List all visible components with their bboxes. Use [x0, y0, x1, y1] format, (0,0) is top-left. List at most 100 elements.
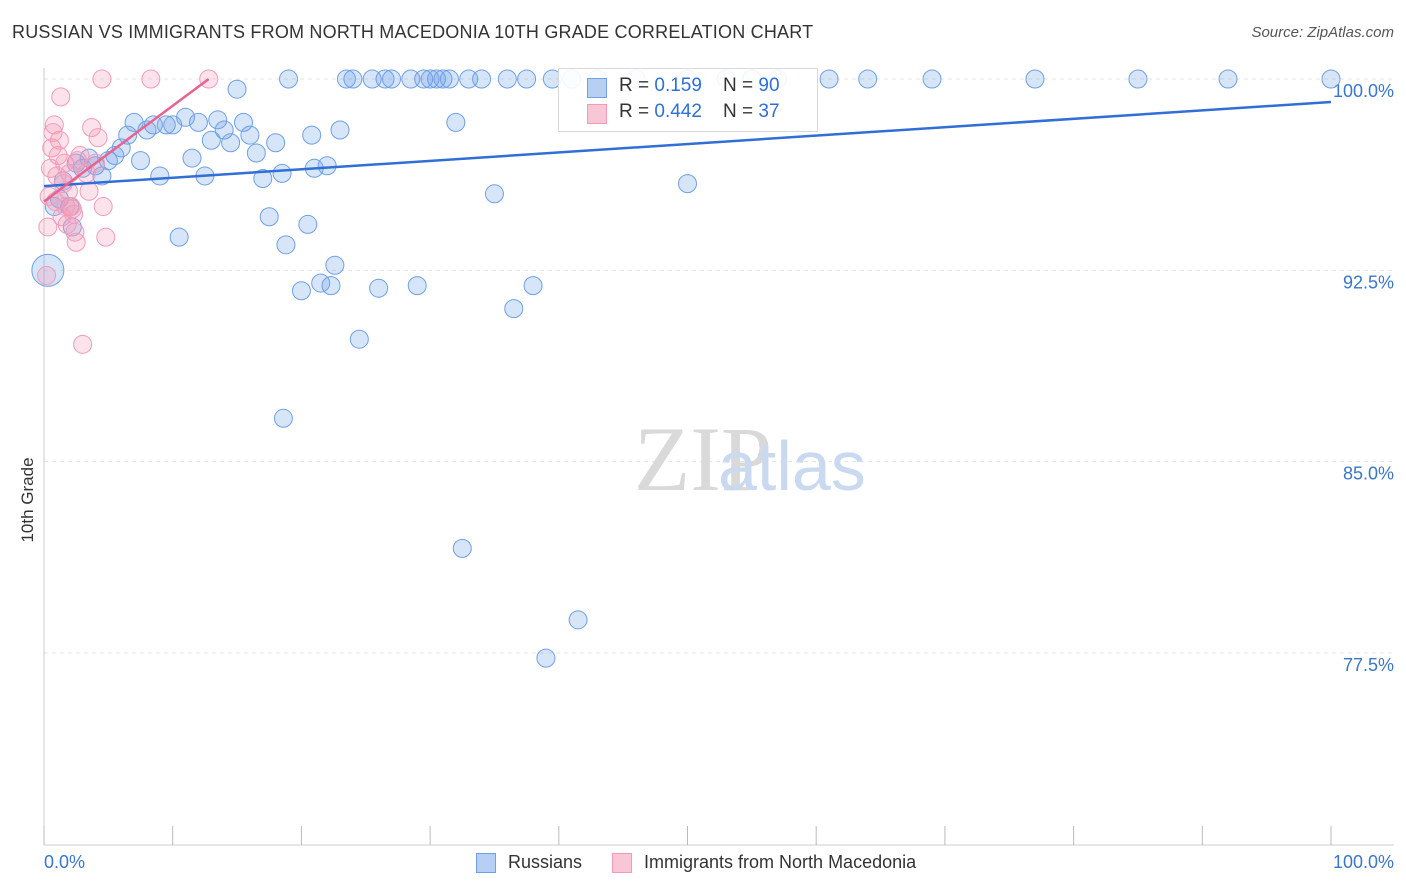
- russians-point: [208, 110, 228, 130]
- source-label: Source: ZipAtlas.com: [1251, 24, 1394, 41]
- russians-point: [568, 610, 588, 630]
- legend-n-label: N =: [723, 75, 759, 96]
- watermark-zip: ZIP: [634, 408, 772, 510]
- russians-point: [273, 408, 293, 428]
- russians-point: [111, 138, 131, 158]
- y-tick-label: 100.0%: [1333, 81, 1394, 101]
- russians-point: [504, 299, 524, 319]
- russians-point: [678, 174, 697, 194]
- russians-point: [459, 69, 479, 89]
- russians-point: [291, 281, 311, 301]
- macedonia-point: [51, 87, 71, 107]
- russians-point: [302, 125, 322, 145]
- series-swatch-macedonia: [612, 852, 633, 873]
- russians-point: [150, 166, 170, 186]
- russians-point: [517, 69, 537, 89]
- russians-point: [523, 276, 543, 296]
- russians-point: [143, 115, 163, 135]
- correlation-legend: R = 0.159 N = 90 R = 0.442 N = 37: [558, 68, 818, 132]
- russians-point: [214, 120, 234, 140]
- legend-n-label: N =: [723, 101, 759, 122]
- russians-point: [169, 227, 189, 247]
- russians-point: [176, 107, 196, 127]
- russians-point: [266, 133, 286, 153]
- russians-point: [137, 120, 157, 140]
- russians-point: [536, 648, 556, 668]
- russians-point: [131, 151, 151, 171]
- macedonia-point: [65, 222, 85, 242]
- legend-r-label: R =: [619, 101, 655, 122]
- series-label-macedonia: Immigrants from North Macedonia: [644, 852, 917, 872]
- russians-point: [381, 69, 401, 89]
- russians-point: [1321, 69, 1341, 89]
- macedonia-point: [64, 204, 84, 224]
- russians-point: [452, 538, 472, 558]
- watermark-atlas: atlas: [718, 427, 866, 505]
- russians-point: [325, 255, 345, 275]
- russians-point: [414, 69, 434, 89]
- macedonia-point: [79, 181, 99, 201]
- russians-point: [922, 69, 942, 89]
- legend-n-value: 37: [758, 101, 780, 122]
- russians-point: [201, 130, 221, 150]
- russians-point: [343, 69, 363, 89]
- russians-point: [279, 69, 299, 89]
- russians-point: [221, 133, 241, 153]
- macedonia-point: [73, 334, 93, 354]
- russians-point: [276, 235, 296, 255]
- macedonia-point: [49, 130, 69, 150]
- legend-row-russians: R = 0.159 N = 90: [619, 75, 780, 97]
- macedonia-point: [92, 69, 112, 89]
- russians-point: [407, 276, 427, 296]
- chart-title: RUSSIAN VS IMMIGRANTS FROM NORTH MACEDON…: [12, 22, 814, 42]
- russians-point: [433, 69, 453, 89]
- russians-point: [240, 125, 260, 145]
- russians-point: [819, 69, 839, 89]
- macedonia-point: [43, 123, 63, 143]
- legend-r-label: R =: [619, 75, 655, 96]
- russians-point: [336, 69, 356, 89]
- series-legend-macedonia: Immigrants from North Macedonia: [612, 852, 916, 873]
- russians-point: [375, 69, 395, 89]
- y-tick-label: 92.5%: [1343, 272, 1394, 292]
- russians-point: [259, 207, 279, 227]
- russians-point: [31, 253, 65, 287]
- russians-point: [233, 112, 253, 132]
- russians-point: [227, 79, 247, 99]
- russians-point: [401, 69, 421, 89]
- legend-n-value: 90: [758, 75, 780, 96]
- russians-point: [362, 69, 382, 89]
- x-tick-label-max: 100.0%: [1332, 852, 1394, 872]
- y-tick-label: 85.0%: [1343, 464, 1394, 484]
- russians-point: [1128, 69, 1148, 89]
- russians-point: [1025, 69, 1045, 89]
- russians-point: [317, 156, 337, 176]
- russians-point: [420, 69, 440, 89]
- russians-point: [182, 148, 202, 168]
- macedonia-point: [88, 128, 108, 148]
- russians-point: [349, 329, 369, 349]
- legend-r-value: 0.442: [654, 101, 702, 122]
- series-label-russians: Russians: [508, 852, 583, 872]
- macedonia-trend-line: [43, 77, 210, 203]
- y-tick-label: 77.5%: [1343, 655, 1394, 675]
- russians-point: [330, 120, 350, 140]
- russians-point: [497, 69, 517, 89]
- russians-point: [858, 69, 878, 89]
- macedonia-point: [141, 69, 161, 89]
- russians-point: [253, 168, 273, 188]
- macedonia-point: [38, 217, 58, 237]
- russians-point: [1218, 69, 1238, 89]
- series-legend-russians: Russians: [476, 852, 582, 873]
- legend-swatch-russians: [587, 78, 607, 98]
- macedonia-point: [66, 232, 86, 252]
- russians-point: [439, 69, 459, 89]
- macedonia-point: [48, 146, 68, 166]
- series-swatch-russians: [476, 852, 496, 873]
- macedonia-point: [93, 197, 113, 217]
- legend-row-macedonia: R = 0.442 N = 37: [619, 101, 780, 123]
- russians-point: [298, 214, 318, 234]
- legend-swatch-macedonia: [587, 104, 607, 124]
- macedonia-point: [37, 265, 57, 285]
